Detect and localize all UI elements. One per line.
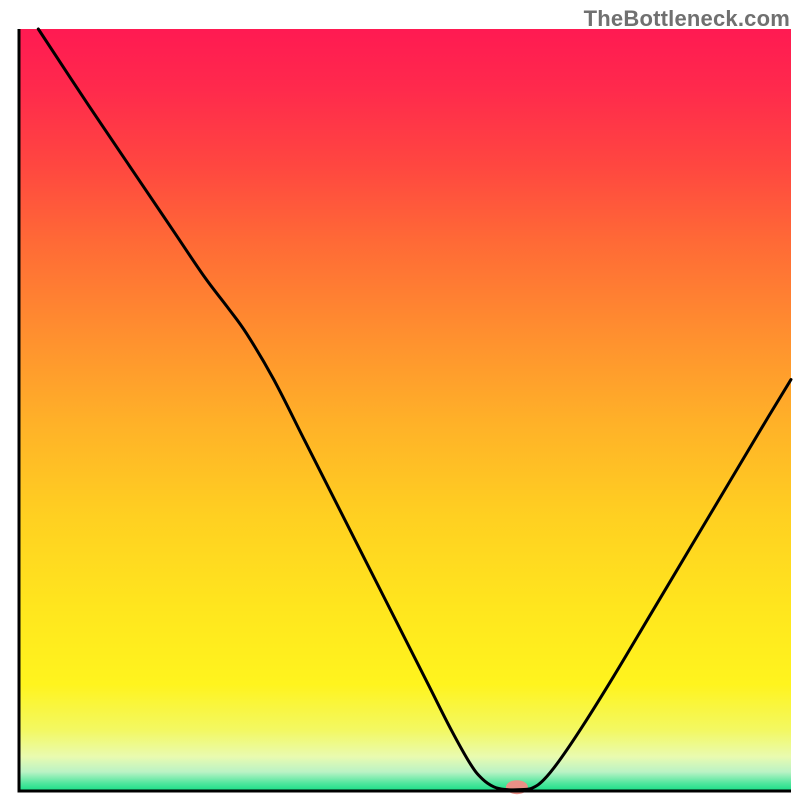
gradient-background xyxy=(19,29,791,791)
bottleneck-chart xyxy=(0,0,800,800)
